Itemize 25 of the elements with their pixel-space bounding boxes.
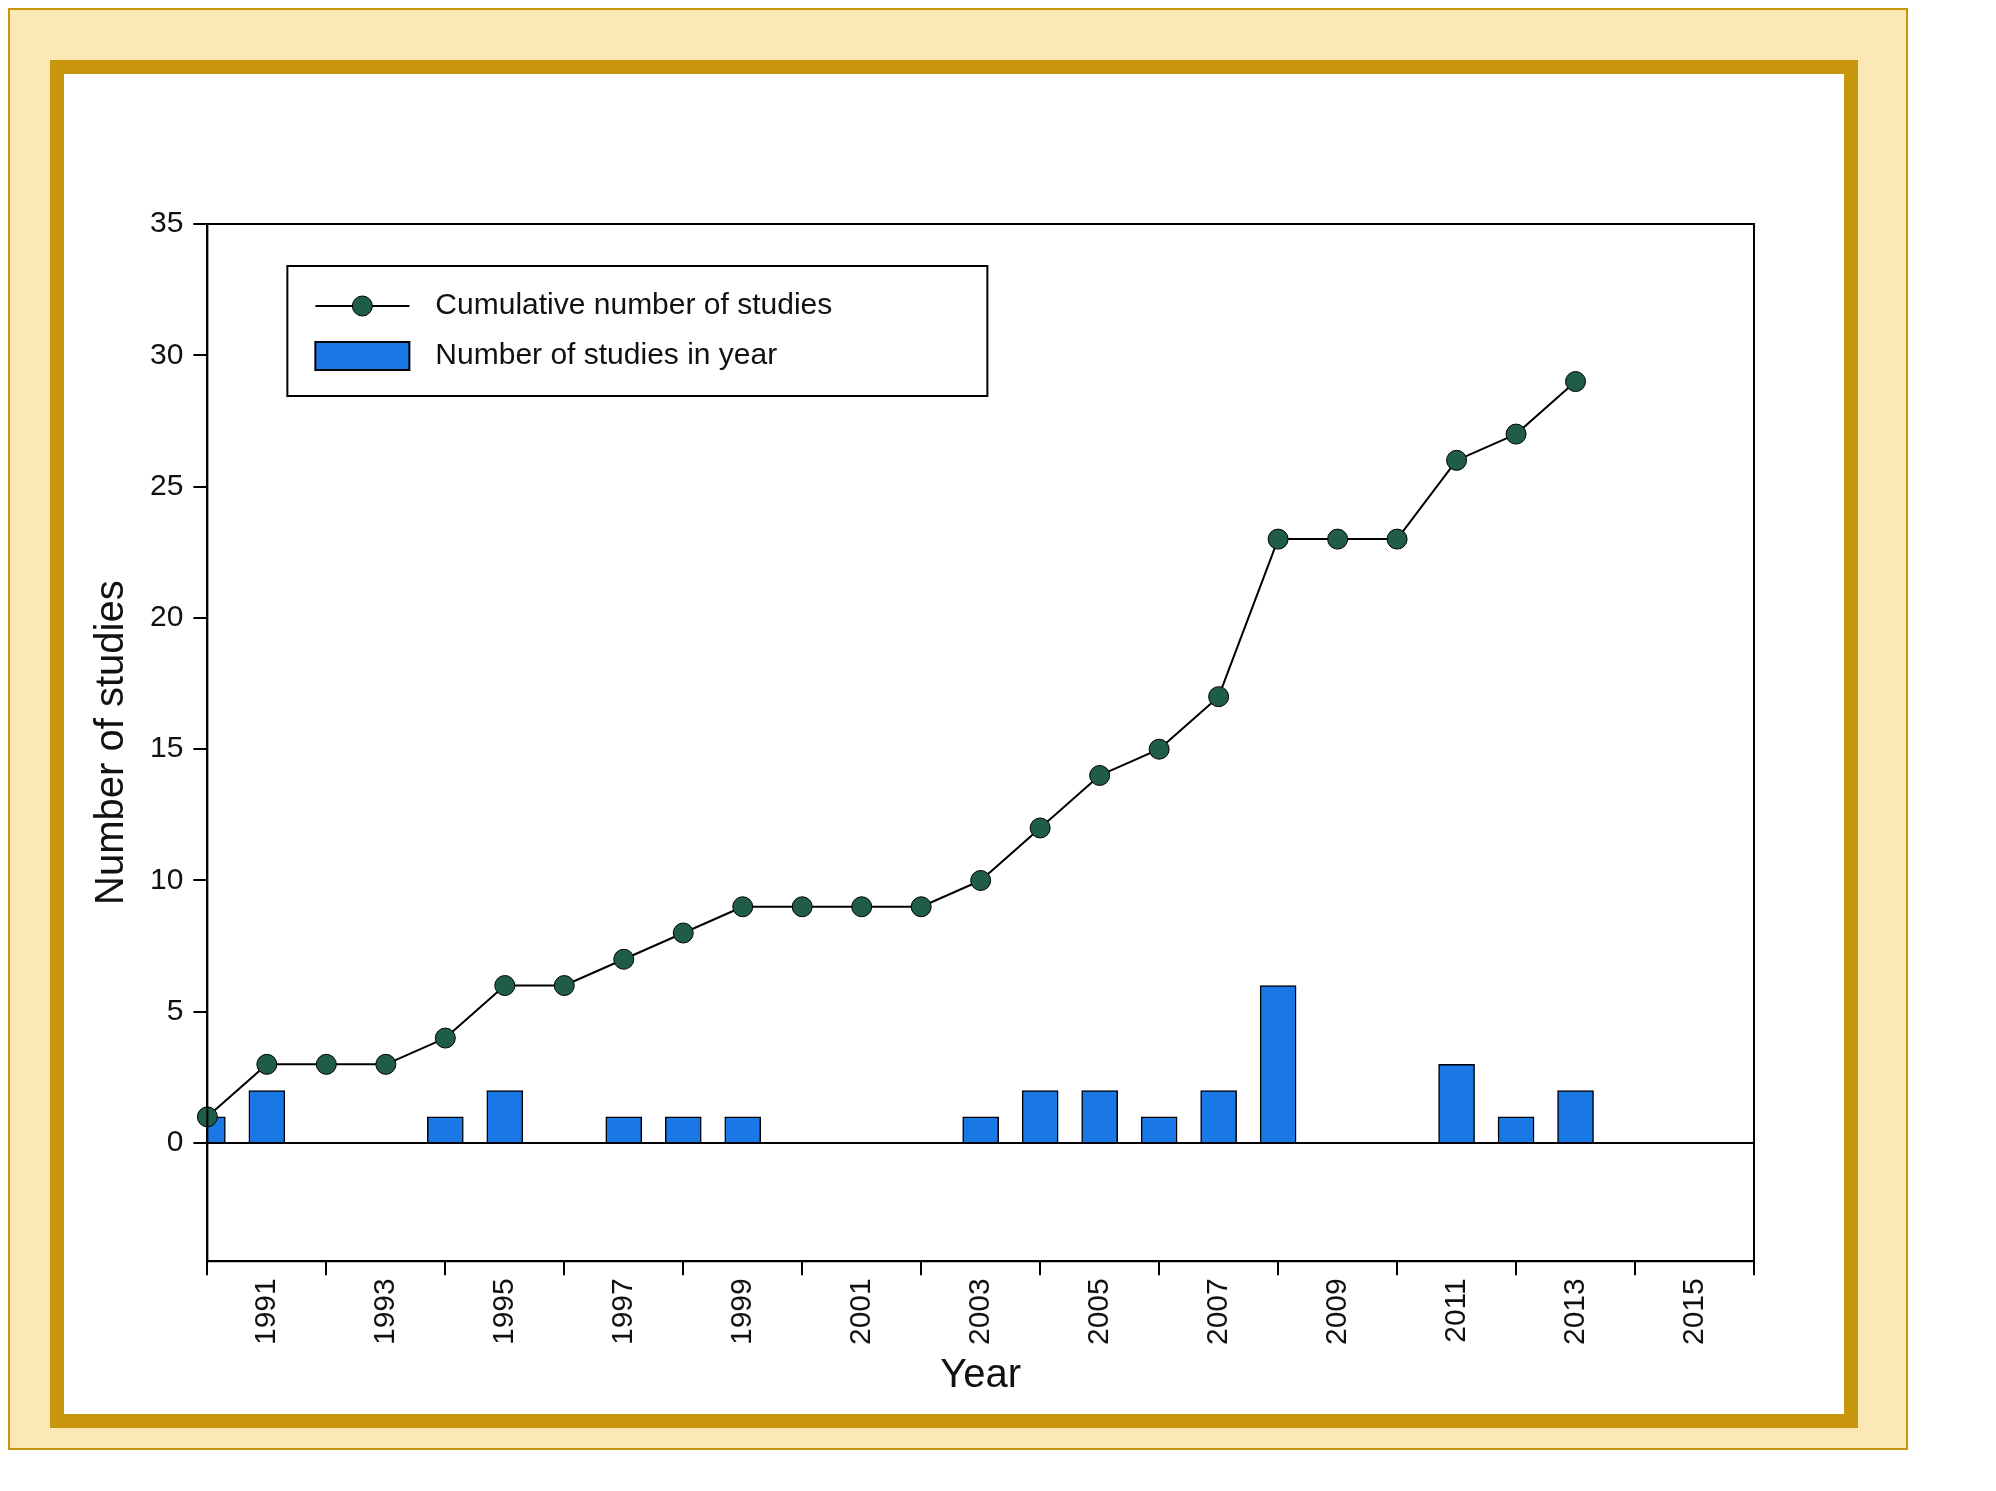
x-tick-label: 2009: [1318, 1278, 1352, 1346]
x-tick-label: 2011: [1437, 1278, 1471, 1343]
y-tick-label: 0: [166, 1124, 184, 1158]
x-tick-label: 1993: [367, 1278, 401, 1346]
x-tick-label: 1995: [486, 1278, 520, 1346]
x-tick-label: 2005: [1080, 1278, 1114, 1346]
y-tick-label: 30: [149, 336, 184, 370]
legend-label: Number of studies in year: [435, 337, 778, 371]
x-tick-label: 1999: [724, 1278, 758, 1346]
y-tick-label: 10: [149, 861, 184, 895]
x-tick-label: 2013: [1556, 1278, 1590, 1346]
x-tick-label: 1997: [605, 1278, 639, 1346]
legend-label: Cumulative number of studies: [435, 287, 833, 321]
y-tick-label: 25: [149, 467, 184, 501]
x-tick-label: 2007: [1199, 1278, 1233, 1346]
x-tick-label: 2003: [961, 1278, 995, 1346]
y-tick-label: 5: [166, 993, 184, 1027]
y-tick-label: 35: [149, 205, 184, 239]
x-tick-label: 2015: [1675, 1278, 1709, 1346]
y-axis-title: Number of studies: [87, 580, 132, 905]
x-tick-label: 1991: [248, 1278, 282, 1346]
x-axis-title: Year: [940, 1351, 1022, 1396]
y-tick-label: 20: [149, 599, 184, 633]
x-tick-label: 2001: [842, 1278, 876, 1346]
y-tick-label: 15: [149, 730, 184, 764]
